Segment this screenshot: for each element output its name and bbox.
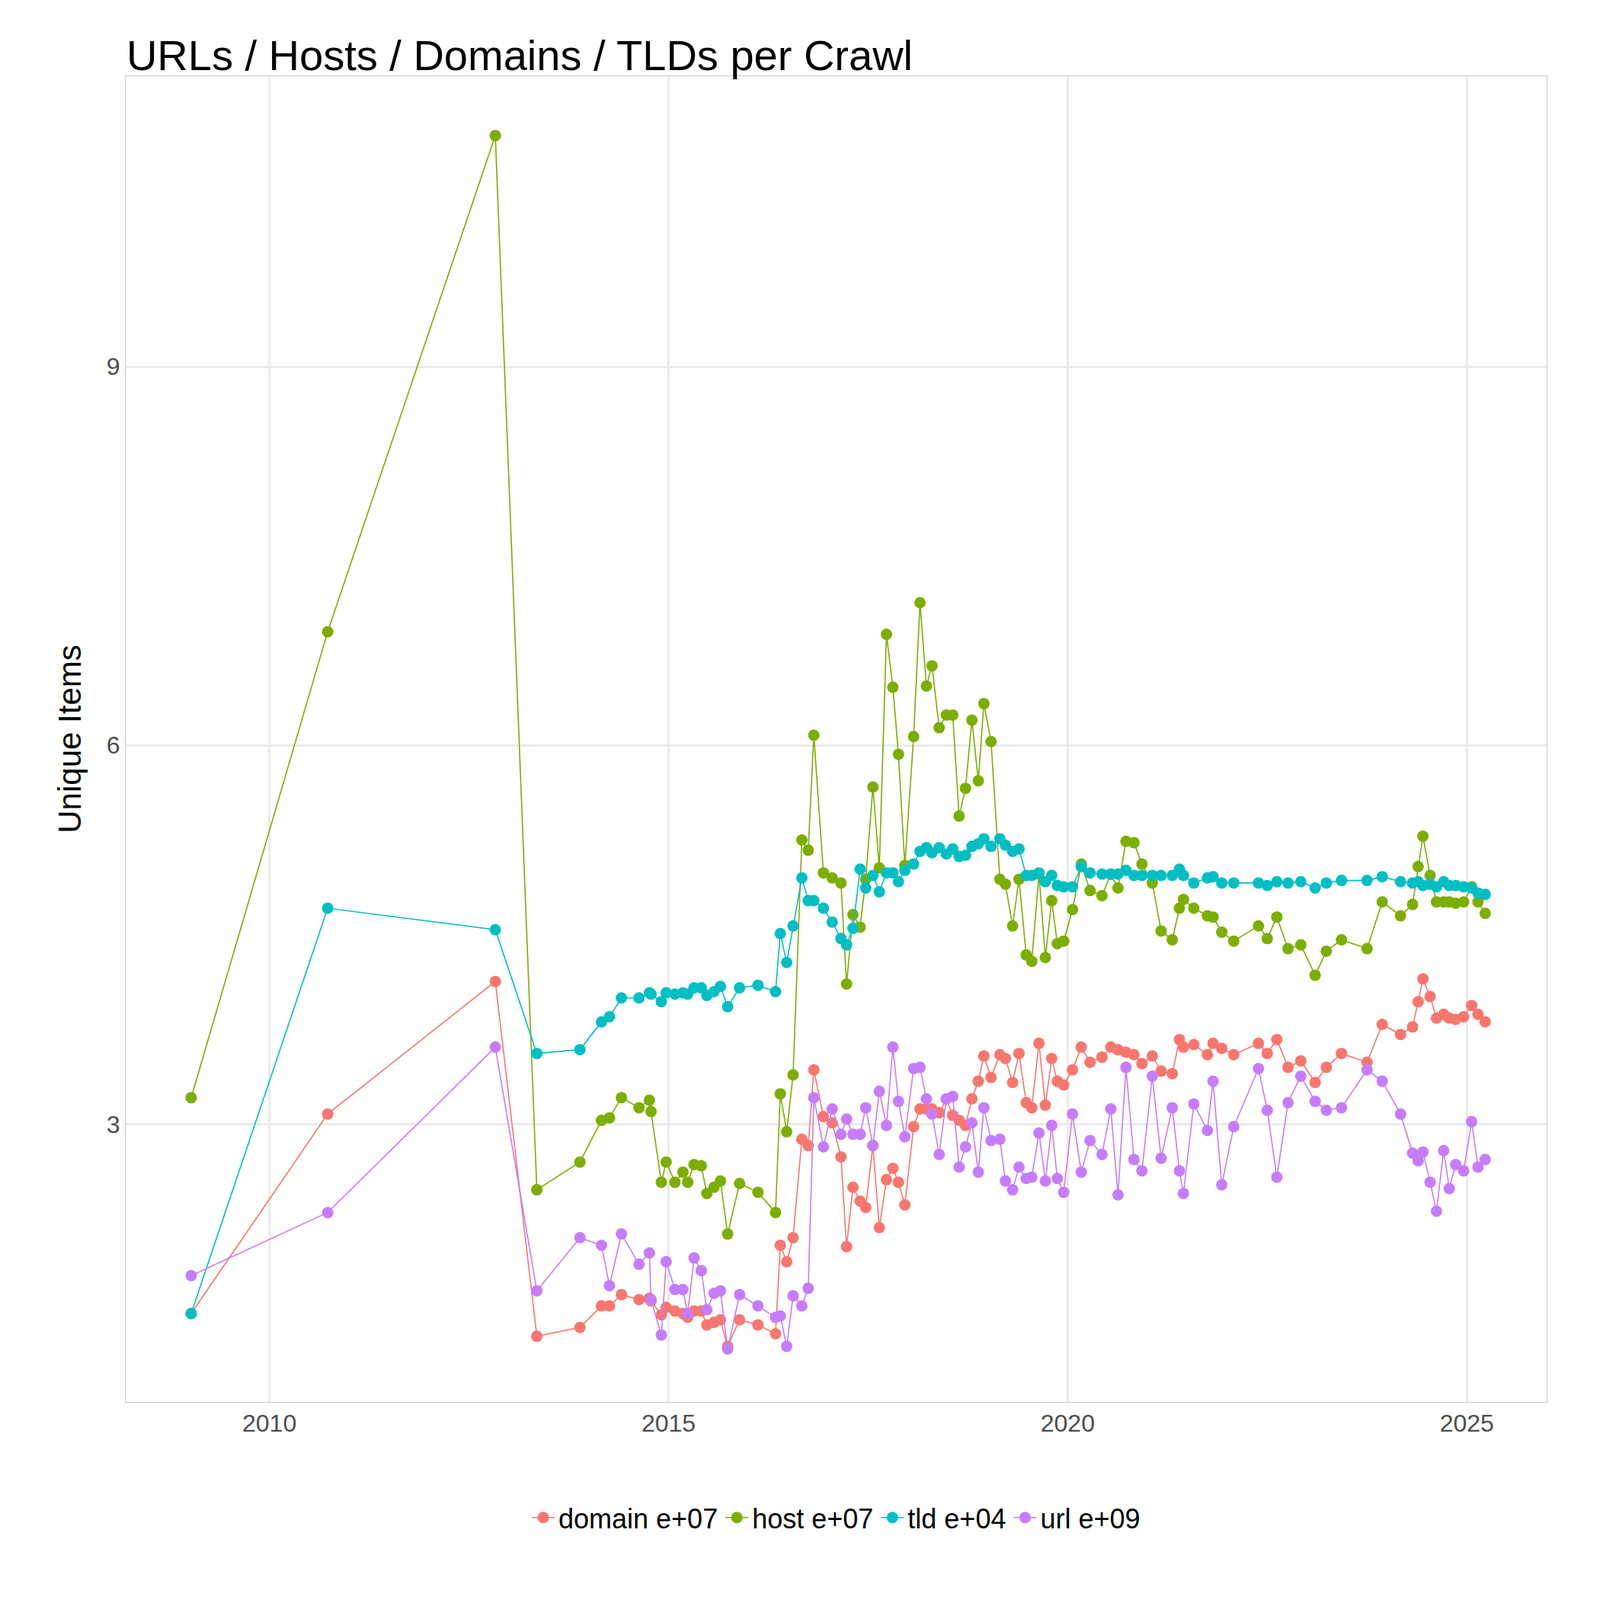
svg-text:2015: 2015 bbox=[641, 1409, 696, 1437]
svg-text:2010: 2010 bbox=[242, 1409, 297, 1437]
svg-text:url e+09: url e+09 bbox=[1040, 1503, 1140, 1535]
svg-text:6: 6 bbox=[106, 731, 121, 759]
svg-text:URLs / Hosts / Domains / TLDs: URLs / Hosts / Domains / TLDs per Crawl bbox=[126, 31, 913, 80]
svg-text:tld e+04: tld e+04 bbox=[907, 1503, 1006, 1535]
svg-text:9: 9 bbox=[106, 352, 121, 381]
svg-text:Unique Items: Unique Items bbox=[51, 644, 88, 833]
svg-text:2025: 2025 bbox=[1440, 1409, 1495, 1437]
svg-text:host e+07: host e+07 bbox=[752, 1503, 874, 1535]
svg-text:3: 3 bbox=[106, 1110, 121, 1139]
svg-text:domain e+07: domain e+07 bbox=[558, 1503, 718, 1535]
svg-text:2020: 2020 bbox=[1040, 1409, 1095, 1437]
